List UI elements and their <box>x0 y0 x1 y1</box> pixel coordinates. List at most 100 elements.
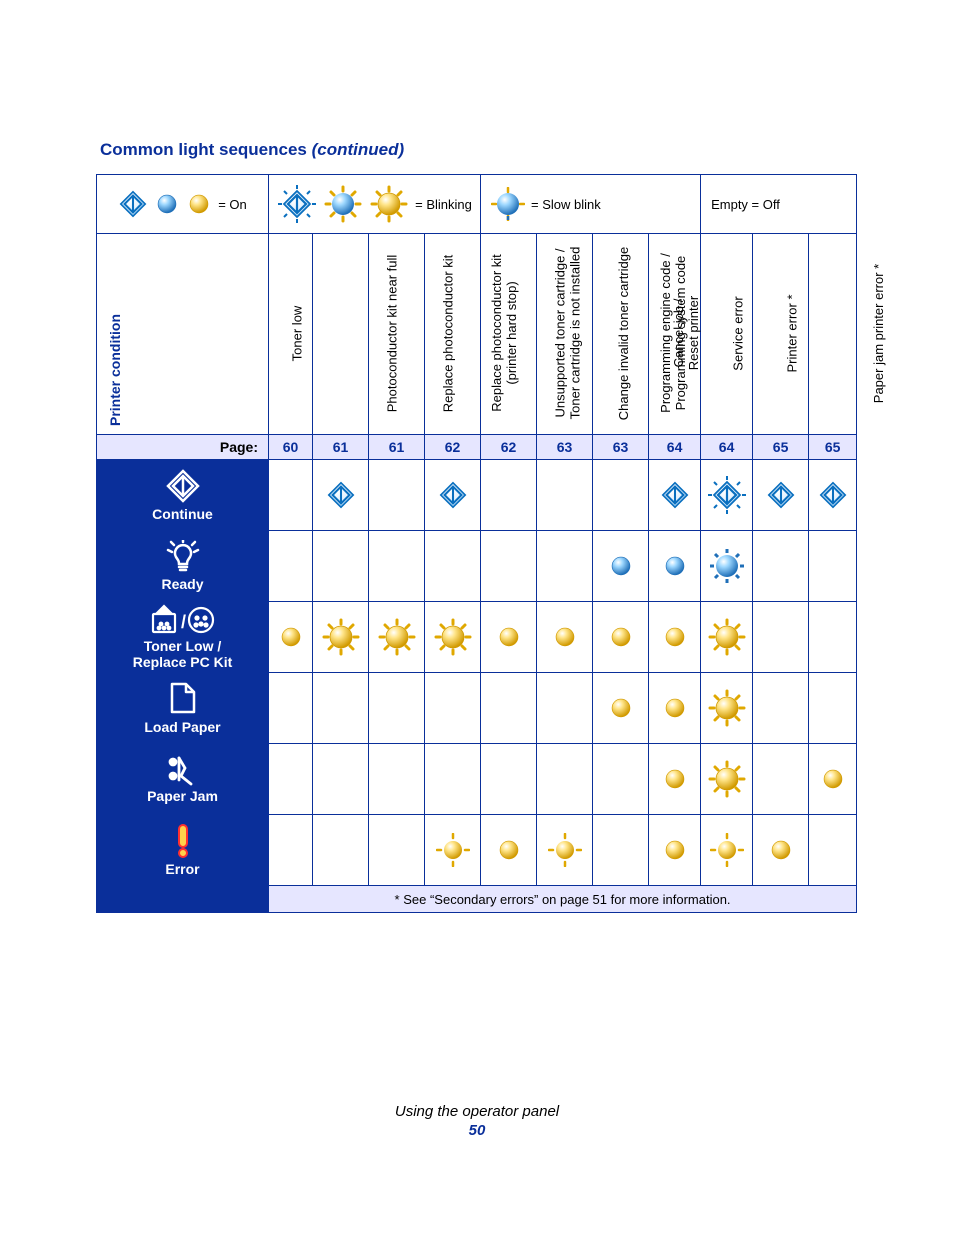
amber-orb-icon <box>552 624 578 650</box>
blue-slowblink-icon <box>491 187 525 221</box>
cell-ready-3 <box>369 531 425 602</box>
cell-ready-1 <box>269 531 313 602</box>
diamond-on-icon <box>766 480 796 510</box>
light-sequences-table: = On = Blinking <box>96 174 857 913</box>
indicator-row-ready: Ready <box>97 531 857 602</box>
page-2[interactable]: 61 <box>313 435 369 460</box>
amber-blink-icon <box>707 688 747 728</box>
cell-error-10 <box>753 815 809 886</box>
cell-continue-6 <box>537 460 593 531</box>
cell-continue-9 <box>701 460 753 531</box>
cell-load_paper-11 <box>809 673 857 744</box>
page-8[interactable]: 64 <box>649 435 701 460</box>
legend-on-label: = On <box>218 197 247 212</box>
cell-load_paper-7 <box>593 673 649 744</box>
page-11[interactable]: 65 <box>809 435 857 460</box>
page-9[interactable]: 64 <box>701 435 753 460</box>
cell-continue-8 <box>649 460 701 531</box>
row-header-paper_jam: Paper Jam <box>97 744 269 815</box>
row-label: Load Paper <box>144 719 220 735</box>
amber-orb-icon <box>496 837 522 863</box>
cell-load_paper-3 <box>369 673 425 744</box>
cell-load_paper-2 <box>313 673 369 744</box>
cell-error-8 <box>649 815 701 886</box>
cell-toner_low-6 <box>537 602 593 673</box>
cell-paper_jam-4 <box>425 744 481 815</box>
cell-load_paper-8 <box>649 673 701 744</box>
legend-blinking: = Blinking <box>269 175 481 234</box>
cell-error-7 <box>593 815 649 886</box>
amber-orb-icon <box>186 188 212 220</box>
page-6[interactable]: 63 <box>537 435 593 460</box>
col-header-2: Photoconductor kit near full <box>313 234 369 435</box>
cell-toner_low-10 <box>753 602 809 673</box>
amber-orb-icon <box>768 837 794 863</box>
cell-toner_low-9 <box>701 602 753 673</box>
col-header-9: Service error <box>701 234 753 435</box>
cell-paper_jam-6 <box>537 744 593 815</box>
cell-paper_jam-5 <box>481 744 537 815</box>
amber-orb-icon <box>662 695 688 721</box>
row-label: Paper Jam <box>147 788 218 804</box>
cell-error-5 <box>481 815 537 886</box>
page-10[interactable]: 65 <box>753 435 809 460</box>
cell-paper_jam-1 <box>269 744 313 815</box>
cell-ready-8 <box>649 531 701 602</box>
row-label: Ready <box>161 576 203 592</box>
col-header-10: Printer error * <box>753 234 809 435</box>
cell-ready-6 <box>537 531 593 602</box>
amber-blink-small-icon <box>710 833 744 867</box>
blue-blink-icon <box>323 184 363 224</box>
legend-slowblink-label: = Slow blink <box>531 197 601 212</box>
cell-ready-11 <box>809 531 857 602</box>
blue-blink-icon <box>708 547 746 585</box>
cell-continue-5 <box>481 460 537 531</box>
cell-error-3 <box>369 815 425 886</box>
cell-paper_jam-10 <box>753 744 809 815</box>
row-header-load_paper: Load Paper <box>97 673 269 744</box>
diamond-on-icon <box>818 480 848 510</box>
cell-load_paper-6 <box>537 673 593 744</box>
cell-toner_low-7 <box>593 602 649 673</box>
cell-continue-11 <box>809 460 857 531</box>
indicator-row-load_paper: Load Paper <box>97 673 857 744</box>
amber-orb-icon <box>662 624 688 650</box>
col-header-printer-condition: Printer condition <box>97 234 269 435</box>
cell-continue-10 <box>753 460 809 531</box>
title-continued: (continued) <box>312 140 405 159</box>
section-title: Common light sequences (continued) <box>100 140 858 160</box>
diamond-on-icon <box>438 480 468 510</box>
cell-continue-3 <box>369 460 425 531</box>
cell-error-9 <box>701 815 753 886</box>
cell-toner_low-5 <box>481 602 537 673</box>
amber-orb-icon <box>278 624 304 650</box>
page-4[interactable]: 62 <box>425 435 481 460</box>
cell-paper_jam-8 <box>649 744 701 815</box>
cell-paper_jam-9 <box>701 744 753 815</box>
cell-ready-10 <box>753 531 809 602</box>
indicator-row-toner_low: Toner Low /Replace PC Kit <box>97 602 857 673</box>
page-5[interactable]: 62 <box>481 435 537 460</box>
cell-toner_low-1 <box>269 602 313 673</box>
legend-row: = On = Blinking <box>97 175 857 234</box>
row-header-continue: Continue <box>97 460 269 531</box>
blue-orb-icon <box>608 553 634 579</box>
amber-blink-icon <box>707 617 747 657</box>
legend-off-label: Empty = Off <box>711 197 780 212</box>
cell-paper_jam-2 <box>313 744 369 815</box>
legend-slowblink: = Slow blink <box>481 175 701 234</box>
row-header-toner_low: Toner Low /Replace PC Kit <box>97 602 269 673</box>
cell-load_paper-1 <box>269 673 313 744</box>
cell-toner_low-4 <box>425 602 481 673</box>
page-3[interactable]: 61 <box>369 435 425 460</box>
indicator-row-continue: Continue <box>97 460 857 531</box>
blue-orb-icon <box>154 188 180 220</box>
amber-orb-icon <box>608 624 634 650</box>
cell-load_paper-9 <box>701 673 753 744</box>
page-1[interactable]: 60 <box>269 435 313 460</box>
diamond-blink-icon <box>707 475 747 515</box>
page-7[interactable]: 63 <box>593 435 649 460</box>
cell-toner_low-8 <box>649 602 701 673</box>
page-footer: Using the operator panel 50 <box>0 1103 954 1139</box>
indicator-row-error: Error <box>97 815 857 886</box>
